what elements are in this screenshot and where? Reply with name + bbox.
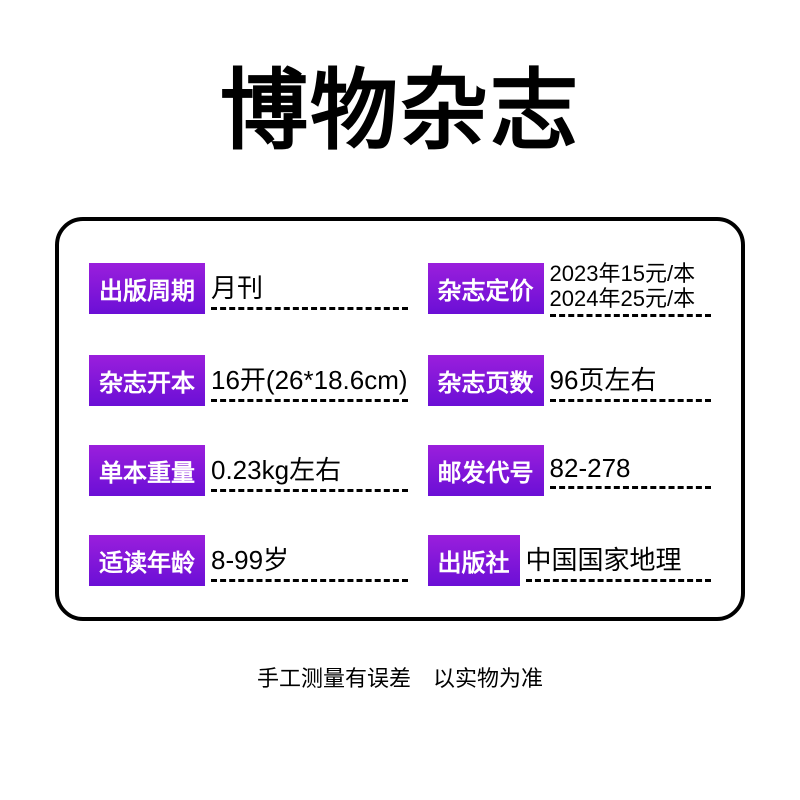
label-postcode: 邮发代号 (428, 445, 544, 496)
value-period: 月刊 (211, 268, 408, 305)
spec-grid: 出版周期 月刊 杂志定价 2023年15元/本 2024年25元/本 杂志开本 … (89, 261, 711, 587)
value-wrap-weight: 0.23kg左右 (211, 450, 408, 492)
value-wrap-price: 2023年15元/本 2024年25元/本 (550, 261, 711, 317)
value-wrap-pages: 96页左右 (550, 360, 711, 402)
value-publisher: 中国国家地理 (526, 540, 711, 577)
value-wrap-size: 16开(26*18.6cm) (211, 360, 408, 402)
value-postcode: 82-278 (550, 453, 711, 484)
value-wrap-postcode: 82-278 (550, 453, 711, 489)
value-price-line2: 2024年25元/本 (550, 286, 711, 311)
value-price-line1: 2023年15元/本 (550, 261, 711, 286)
label-size: 杂志开本 (89, 355, 205, 406)
spec-item-period: 出版周期 月刊 (89, 261, 408, 317)
value-age: 8-99岁 (211, 540, 408, 577)
footer-note: 手工测量有误差 以实物为准 (257, 661, 543, 693)
label-publisher: 出版社 (428, 535, 520, 586)
label-age: 适读年龄 (89, 535, 205, 586)
spec-item-size: 杂志开本 16开(26*18.6cm) (89, 355, 408, 407)
label-weight: 单本重量 (89, 445, 205, 496)
spec-item-price: 杂志定价 2023年15元/本 2024年25元/本 (428, 261, 711, 317)
value-wrap-age: 8-99岁 (211, 540, 408, 582)
value-wrap-publisher: 中国国家地理 (526, 540, 711, 582)
label-period: 出版周期 (89, 263, 205, 314)
label-pages: 杂志页数 (428, 355, 544, 406)
spec-item-weight: 单本重量 0.23kg左右 (89, 445, 408, 497)
label-price: 杂志定价 (428, 263, 544, 314)
value-pages: 96页左右 (550, 360, 711, 397)
spec-item-publisher: 出版社 中国国家地理 (428, 535, 711, 587)
value-size: 16开(26*18.6cm) (211, 360, 408, 397)
spec-item-pages: 杂志页数 96页左右 (428, 355, 711, 407)
page-title: 博物杂志 (220, 40, 580, 167)
spec-card: 出版周期 月刊 杂志定价 2023年15元/本 2024年25元/本 杂志开本 … (55, 217, 745, 621)
value-wrap-period: 月刊 (211, 268, 408, 310)
value-weight: 0.23kg左右 (211, 450, 408, 487)
spec-item-postcode: 邮发代号 82-278 (428, 445, 711, 497)
spec-item-age: 适读年龄 8-99岁 (89, 535, 408, 587)
